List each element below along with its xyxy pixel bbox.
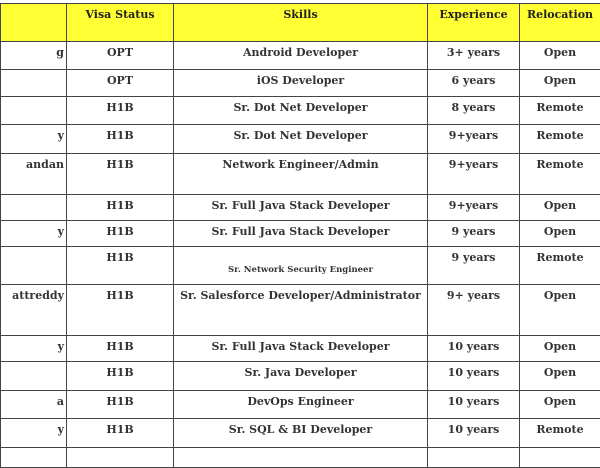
visa-status-cell: H1B xyxy=(67,285,174,336)
name-cell xyxy=(1,70,67,97)
experience-cell: 9+years xyxy=(428,125,520,154)
relocation-cell: Open xyxy=(520,336,600,362)
name-cell: y xyxy=(1,125,67,154)
skills-cell: Sr. Dot Net Developer xyxy=(174,97,428,125)
header-experience: Experience xyxy=(428,4,520,42)
visa-status-cell: H1B xyxy=(67,125,174,154)
skills-cell: Sr. Salesforce Developer/Administrator xyxy=(174,285,428,336)
relocation-cell: Remote xyxy=(520,125,600,154)
skills-cell: Sr. Full Java Stack Developer xyxy=(174,221,428,247)
relocation-cell: Open xyxy=(520,195,600,221)
skills-cell: DevOps Engineer xyxy=(174,391,428,419)
relocation-cell: Open xyxy=(520,42,600,70)
candidates-table: Visa Status Skills Experience Relocation… xyxy=(0,3,600,468)
experience-cell: 6 years xyxy=(428,70,520,97)
visa-status-cell: H1B xyxy=(67,97,174,125)
visa-status-cell: H1B xyxy=(67,195,174,221)
header-skills: Skills xyxy=(174,4,428,42)
relocation-cell: Remote xyxy=(520,154,600,195)
relocation-cell: Remote xyxy=(520,247,600,285)
visa-status-cell: H1B xyxy=(67,391,174,419)
name-cell: y xyxy=(1,336,67,362)
visa-status-cell: H1B xyxy=(67,154,174,195)
skills-cell: Network Engineer/Admin xyxy=(174,154,428,195)
skills-cell xyxy=(174,448,428,468)
name-cell: andan xyxy=(1,154,67,195)
experience-cell: 9+ years xyxy=(428,285,520,336)
relocation-cell: Open xyxy=(520,70,600,97)
header-relocation: Relocation xyxy=(520,4,600,42)
table-row xyxy=(1,448,600,468)
visa-status-cell: H1B xyxy=(67,336,174,362)
relocation-cell xyxy=(520,448,600,468)
skills-cell: Sr. Dot Net Developer xyxy=(174,125,428,154)
relocation-cell: Open xyxy=(520,362,600,391)
name-cell xyxy=(1,97,67,125)
skills-cell: Sr. Full Java Stack Developer xyxy=(174,195,428,221)
skills-cell: Sr. Network Security Engineer xyxy=(174,247,428,285)
visa-status-cell: H1B xyxy=(67,362,174,391)
experience-cell: 9+years xyxy=(428,195,520,221)
experience-cell: 3+ years xyxy=(428,42,520,70)
visa-status-cell: H1B xyxy=(67,221,174,247)
experience-cell xyxy=(428,448,520,468)
name-cell xyxy=(1,448,67,468)
relocation-cell: Remote xyxy=(520,97,600,125)
visa-status-cell: OPT xyxy=(67,42,174,70)
header-name xyxy=(1,4,67,42)
experience-cell: 10 years xyxy=(428,336,520,362)
experience-cell: 10 years xyxy=(428,362,520,391)
name-cell: y xyxy=(1,419,67,448)
skills-cell: Sr. Java Developer xyxy=(174,362,428,391)
name-cell: y xyxy=(1,221,67,247)
experience-cell: 9 years xyxy=(428,247,520,285)
name-cell xyxy=(1,362,67,391)
relocation-cell: Open xyxy=(520,391,600,419)
relocation-cell: Open xyxy=(520,285,600,336)
visa-status-cell: H1B xyxy=(67,247,174,285)
name-cell xyxy=(1,195,67,221)
experience-cell: 10 years xyxy=(428,391,520,419)
header-row: Visa Status Skills Experience Relocation xyxy=(1,4,600,42)
skills-cell: Sr. SQL & BI Developer xyxy=(174,419,428,448)
name-cell: a xyxy=(1,391,67,419)
experience-cell: 8 years xyxy=(428,97,520,125)
experience-cell: 10 years xyxy=(428,419,520,448)
visa-status-cell xyxy=(67,448,174,468)
name-cell: g xyxy=(1,42,67,70)
skills-cell: Sr. Full Java Stack Developer xyxy=(174,336,428,362)
relocation-cell: Remote xyxy=(520,419,600,448)
skills-text: Sr. Network Security Engineer xyxy=(175,265,426,275)
skills-cell: iOS Developer xyxy=(174,70,428,97)
name-cell xyxy=(1,247,67,285)
experience-cell: 9 years xyxy=(428,221,520,247)
visa-status-cell: OPT xyxy=(67,70,174,97)
experience-cell: 9+years xyxy=(428,154,520,195)
relocation-cell: Open xyxy=(520,221,600,247)
name-cell: attreddy xyxy=(1,285,67,336)
visa-status-cell: H1B xyxy=(67,419,174,448)
header-visa-status: Visa Status xyxy=(67,4,174,42)
skills-cell: Android Developer xyxy=(174,42,428,70)
